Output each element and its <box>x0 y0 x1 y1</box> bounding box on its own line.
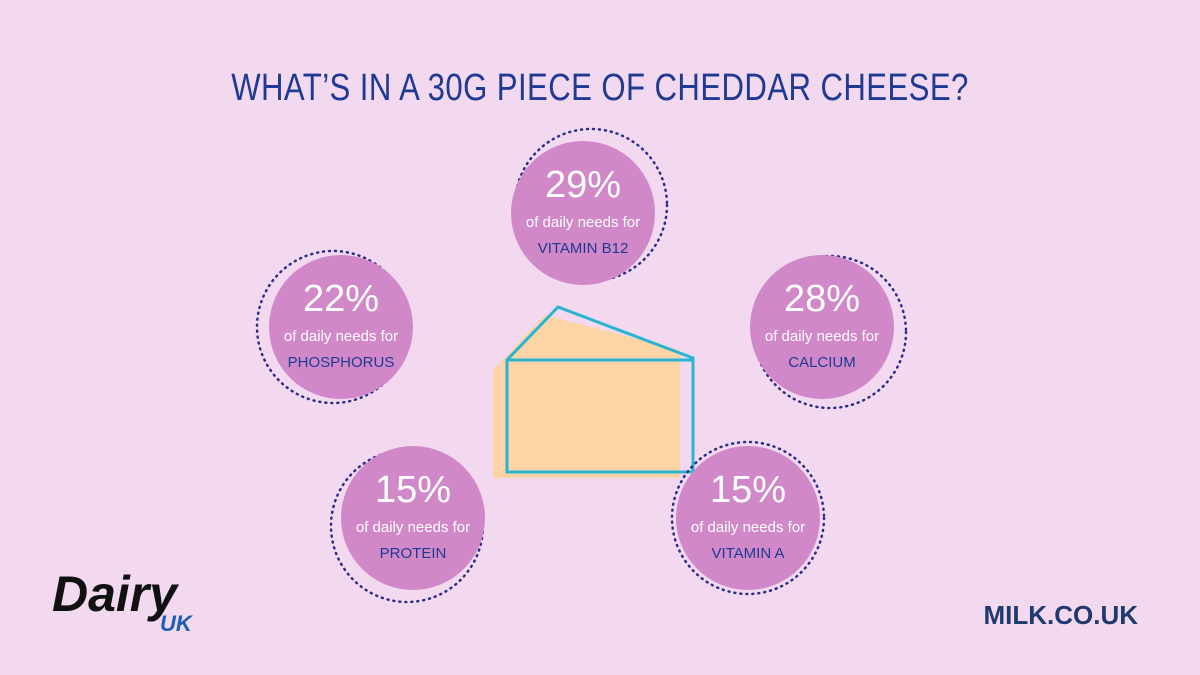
nutrient: VITAMIN B12 <box>538 240 629 257</box>
nutrient: PROTEIN <box>380 545 447 562</box>
badge-circle <box>750 255 894 399</box>
logo: Dairy UK <box>52 566 194 636</box>
website: MILK.CO.UK <box>983 600 1138 630</box>
dotted-ring <box>752 254 908 410</box>
caption: of daily needs for <box>356 519 470 536</box>
nutrient-badge: 28% of daily needs for CALCIUM <box>750 254 908 410</box>
percent: 15% <box>375 469 451 511</box>
caption: of daily needs for <box>765 328 879 345</box>
caption: of daily needs for <box>526 214 640 231</box>
logo-name: Dairy <box>52 566 179 622</box>
caption: of daily needs for <box>284 328 398 345</box>
nutrient: VITAMIN A <box>711 545 784 562</box>
nutrient: PHOSPHORUS <box>288 354 395 371</box>
caption: of daily needs for <box>691 519 805 536</box>
dotted-ring <box>670 440 826 596</box>
badge-circle <box>341 446 485 590</box>
percent: 28% <box>784 278 860 320</box>
title: WHAT’S IN A 30G PIECE OF CHEDDAR CHEESE? <box>231 67 969 109</box>
percent: 15% <box>710 469 786 511</box>
badge-circle <box>511 141 655 285</box>
percent: 22% <box>303 278 379 320</box>
badge-circle <box>269 255 413 399</box>
nutrient-badge: 15% of daily needs for VITAMIN A <box>670 440 826 596</box>
nutrient-badge: 15% of daily needs for PROTEIN <box>329 446 485 604</box>
logo-sub: UK <box>160 611 194 636</box>
nutrient: CALCIUM <box>788 354 856 371</box>
cheese <box>493 305 695 478</box>
cheese-outline <box>505 305 695 474</box>
nutrient-badge: 22% of daily needs for PHOSPHORUS <box>255 249 413 405</box>
nutrient-badge: 29% of daily needs for VITAMIN B12 <box>511 127 669 285</box>
badge-circle <box>676 446 820 590</box>
percent: 29% <box>545 164 621 206</box>
cheese-fill <box>493 315 680 478</box>
